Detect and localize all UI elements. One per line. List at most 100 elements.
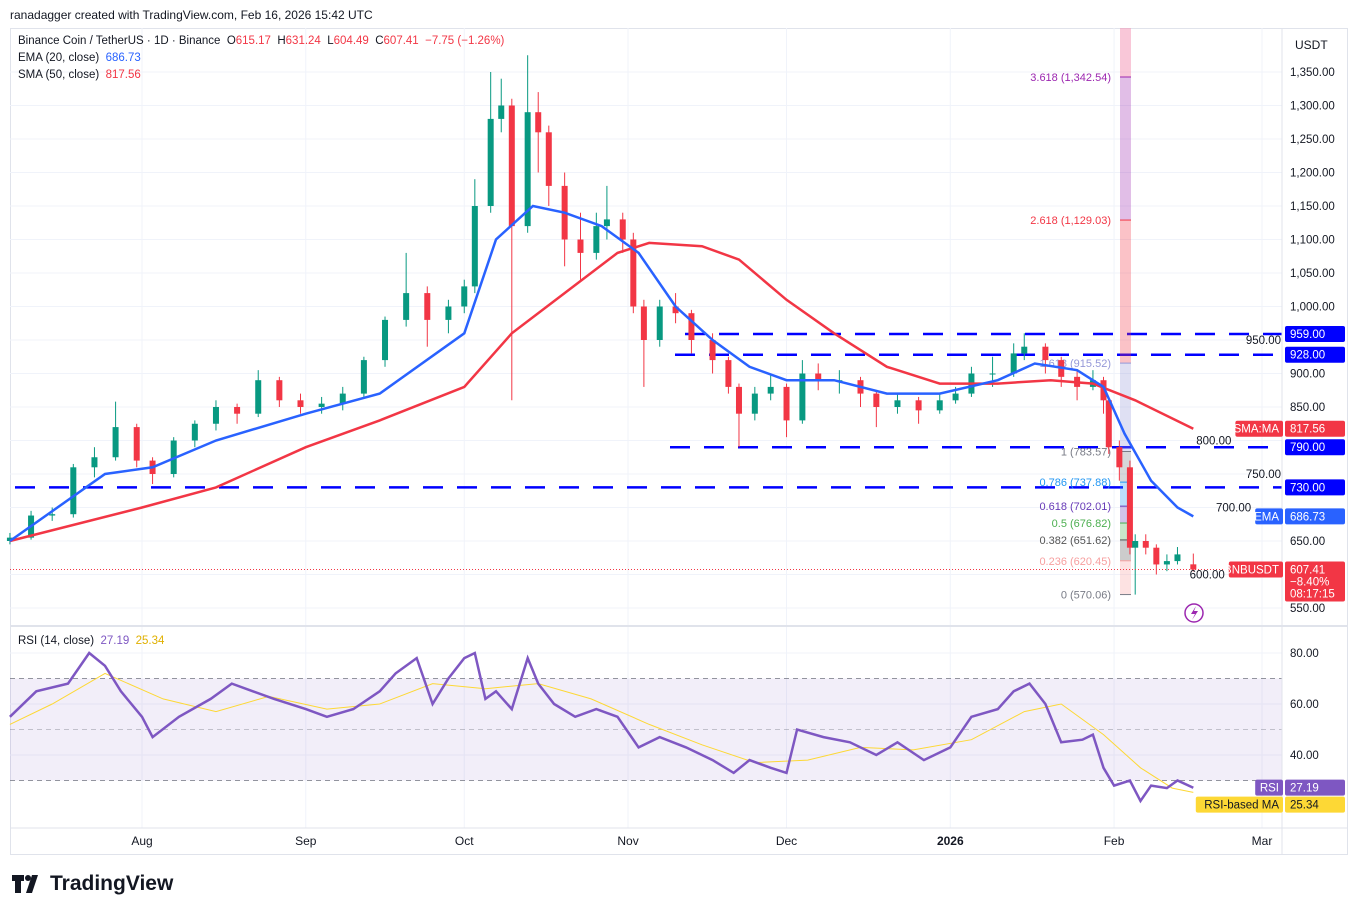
candle-body (1100, 380, 1107, 401)
price-tag-bg (1285, 439, 1345, 456)
candle-body (1142, 541, 1149, 548)
candles (6, 55, 1197, 595)
candle-body (630, 239, 637, 307)
candle-body (424, 293, 431, 320)
price-tick: 600.00 (1190, 570, 1225, 582)
candle-body (255, 380, 262, 414)
candle-body (735, 386, 742, 414)
tag-label: SMA:MA (1234, 424, 1280, 436)
time-tick: Sep (295, 834, 317, 848)
candle-body (498, 105, 505, 119)
ema-legend[interactable]: EMA (20, close) 686.73 (18, 52, 141, 64)
tag-label-bg (1228, 561, 1283, 578)
candle-body (709, 340, 716, 361)
rsi-label: RSI (14, close) (18, 635, 95, 647)
candle-body (1153, 547, 1160, 565)
candle-body (894, 400, 901, 407)
price-axis[interactable]: 1,350.00 1,300.00 1,250.00 1,200.00 1,150.00… (1190, 67, 1335, 615)
candle-body (656, 306, 663, 340)
price-tick: 1,100.00 (1290, 235, 1335, 247)
tag-label-bg (1255, 508, 1283, 525)
candle-body (360, 360, 367, 394)
time-tick: Mar (1252, 834, 1273, 848)
fib-zone (1120, 539, 1131, 561)
candle-body (767, 386, 774, 394)
horizontal-levels (15, 332, 1282, 489)
rsi-line (9, 651, 1194, 804)
change-value: −7.75 (−1.26%) (425, 35, 505, 47)
sma-legend[interactable]: SMA (50, close) 817.56 (18, 69, 141, 81)
candle-body (524, 112, 531, 227)
candle-body (640, 306, 647, 340)
candle-body (1190, 564, 1197, 570)
price-tag-value: 790.00 (1290, 442, 1325, 454)
time-tick: Aug (131, 834, 152, 848)
rsi-legend[interactable]: RSI (14, close) 27.19 25.34 (18, 635, 164, 647)
price-tag-value: 959.00 (1290, 329, 1325, 341)
candle-body (619, 219, 626, 240)
currency-label[interactable]: USDT (1295, 38, 1328, 52)
fib-label: 0.5 (676.82) (1052, 518, 1111, 530)
tag-label-bg (1235, 420, 1283, 437)
price-tick: 850.00 (1290, 402, 1325, 414)
close-value: 607.41 (383, 35, 419, 47)
logo-text: TradingView (50, 872, 174, 895)
price-tag-bg (1285, 325, 1345, 342)
candle-body (1105, 400, 1112, 448)
candle-body (403, 293, 410, 320)
fib-extension[interactable]: 3.618 (1,342.54) 2.618 (1,129.03) 1.618 (9… (1030, 28, 1131, 602)
candle-body (915, 400, 922, 411)
price-tag-bg (1285, 479, 1345, 496)
alert-lightning-icon[interactable] (1184, 603, 1204, 623)
fib-zone (1120, 28, 1131, 77)
candle-body (545, 132, 552, 186)
candle-body (688, 313, 695, 340)
rsi-band (10, 678, 1282, 781)
fib-zone (1120, 76, 1131, 221)
price-tag-bg (1285, 796, 1345, 813)
low-value: 604.49 (333, 35, 369, 47)
fib-zone (1120, 451, 1131, 483)
candle-body (508, 105, 515, 227)
fib-label: 0.236 (620.45) (1039, 556, 1111, 568)
price-tick: 1,250.00 (1290, 134, 1335, 146)
fib-zone (1120, 220, 1131, 364)
candle-body (112, 427, 119, 458)
symbol-legend[interactable]: Binance Coin / TetherUS · 1D · Binance O… (18, 35, 504, 47)
ema-line (9, 204, 1194, 543)
candle-body (461, 286, 468, 307)
rsi-axis[interactable]: 80.00 60.00 40.00 (1290, 648, 1319, 762)
tradingview-logo-icon (12, 875, 38, 893)
fib-label: 2.618 (1,129.03) (1030, 215, 1111, 227)
tag-label: EMA (1254, 511, 1279, 523)
candle-body (1021, 346, 1028, 354)
rsi-tick: 80.00 (1290, 648, 1319, 660)
candle-body (873, 393, 880, 407)
tradingview-logo[interactable]: TradingView (12, 872, 173, 896)
candle-body (1116, 447, 1123, 468)
candle-body (783, 386, 790, 421)
chart-frame (10, 28, 1348, 855)
credit-line: ranadagger created with TradingView.com,… (10, 8, 373, 22)
candle-body (535, 112, 542, 133)
price-tick: 1,350.00 (1290, 67, 1335, 79)
price-tick: 1,200.00 (1290, 168, 1335, 180)
candle-body (70, 467, 77, 515)
candle-body (49, 514, 56, 516)
candle-body (297, 400, 304, 407)
rsi-value: 27.19 (100, 635, 130, 647)
tag-label-bg (1195, 796, 1283, 813)
candle-body (936, 400, 943, 411)
fib-zone (1120, 363, 1131, 452)
candle-body (725, 360, 732, 387)
tag-label: BNBUSDT (1224, 565, 1279, 577)
sma-value: 817.56 (105, 69, 141, 81)
rsi-tick: 40.00 (1290, 750, 1319, 762)
high-value: 631.24 (285, 35, 321, 47)
candle-body (318, 403, 325, 407)
time-axis[interactable]: Aug Sep Oct Nov Dec 2026 Feb Mar (131, 834, 1272, 848)
price-tag-value: 27.19 (1290, 783, 1319, 795)
candle-body (133, 427, 140, 461)
price-tag-value: 08:17:15 (1290, 589, 1335, 601)
